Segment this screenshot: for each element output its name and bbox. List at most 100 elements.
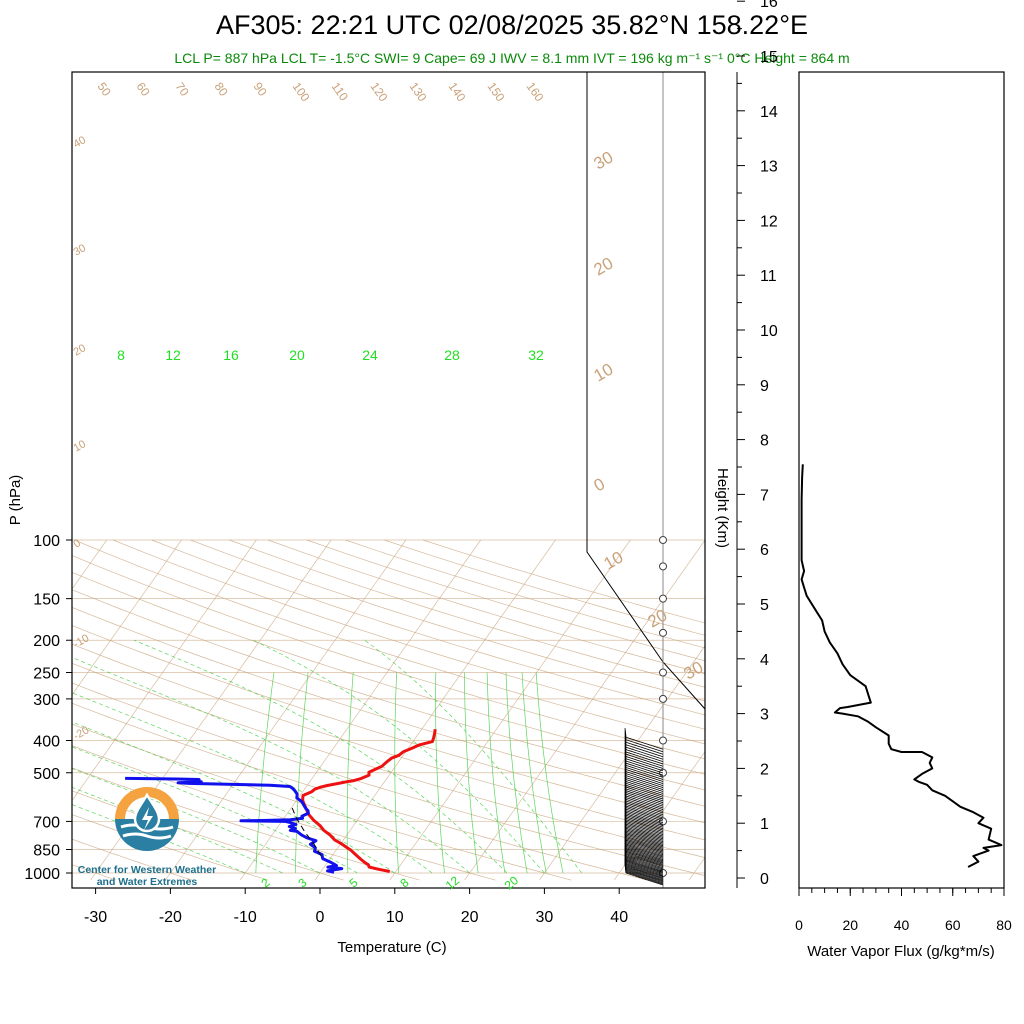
wind-barb bbox=[625, 760, 664, 774]
wind-barb bbox=[625, 816, 664, 830]
dry-adiabat-line bbox=[72, 702, 648, 881]
wind-barb bbox=[625, 779, 664, 792]
dry-adiabat-line bbox=[72, 571, 705, 775]
wind-barb bbox=[625, 762, 664, 776]
flux-x-tick-label: 20 bbox=[842, 917, 858, 933]
wind-barb bbox=[625, 739, 664, 753]
wind-barb bbox=[625, 749, 664, 762]
y-tick-label: 300 bbox=[33, 692, 60, 709]
y-tick-label: 100 bbox=[33, 533, 60, 550]
wind-calm-circle bbox=[659, 628, 667, 637]
mixing-ratio-label: 20 bbox=[289, 347, 305, 363]
flux-x-axis-title: Water Vapor Flux (g/kg*m/s) bbox=[807, 943, 995, 960]
wind-barb-flag bbox=[624, 728, 627, 738]
dry-adiabat-line bbox=[112, 539, 705, 730]
isotherm-label: 30 bbox=[72, 242, 89, 259]
height-tick-label: 0 bbox=[760, 871, 769, 888]
wind-barb bbox=[625, 868, 664, 882]
x-tick-label: 20 bbox=[461, 909, 479, 926]
series-parcel bbox=[290, 804, 322, 856]
isotherm-label: 30 bbox=[681, 658, 707, 684]
isotherm-line bbox=[464, 539, 705, 881]
y-tick-label: 1000 bbox=[24, 866, 60, 883]
mixing-ratio-line bbox=[535, 672, 564, 874]
dry-adiabat-line bbox=[74, 539, 705, 745]
wind-barb bbox=[625, 863, 664, 876]
dry-adiabat-label: 50 bbox=[95, 80, 114, 99]
wind-barb bbox=[625, 753, 664, 767]
wind-barb bbox=[625, 813, 664, 827]
wind-barb bbox=[625, 800, 664, 814]
wind-barb bbox=[625, 849, 664, 863]
height-tick-label: 6 bbox=[760, 542, 769, 559]
moist-adiabat-line bbox=[364, 639, 583, 874]
y-tick-label: 250 bbox=[33, 666, 60, 683]
wind-barb bbox=[625, 869, 664, 883]
wind-barb bbox=[625, 822, 664, 836]
wind-barb bbox=[625, 797, 664, 811]
mixing-ratio-line bbox=[464, 672, 479, 874]
wind-barb bbox=[625, 861, 664, 874]
y-tick-label: 700 bbox=[33, 814, 60, 831]
height-tick-label: 4 bbox=[760, 652, 769, 669]
wind-barb bbox=[625, 848, 664, 862]
moist-adiabat-line bbox=[72, 786, 283, 874]
moist-adiabat-line bbox=[133, 639, 508, 874]
mixing-ratio-line bbox=[521, 672, 547, 874]
x-tick-label: -10 bbox=[234, 909, 257, 926]
mixing-ratio-label: 8 bbox=[117, 347, 125, 363]
mixing-ratio-line bbox=[394, 672, 399, 874]
mixing-ratio-line bbox=[505, 672, 528, 874]
wind-barb bbox=[625, 844, 664, 858]
flux-profile bbox=[800, 464, 1003, 868]
dry-adiabat-label: 60 bbox=[134, 80, 153, 99]
series-water-vapor-flux bbox=[800, 464, 1003, 868]
wind-barb bbox=[625, 831, 664, 845]
isotherm-line bbox=[389, 539, 631, 881]
wind-calm-circle bbox=[659, 736, 667, 745]
wind-barb bbox=[625, 847, 664, 860]
height-tick-label: 16 bbox=[760, 0, 778, 11]
dry-adiabat-line bbox=[151, 539, 705, 716]
wind-barb bbox=[625, 741, 664, 755]
wind-barb bbox=[625, 817, 664, 831]
wind-barb bbox=[625, 758, 664, 772]
wind-barb bbox=[625, 814, 664, 828]
wind-barb bbox=[625, 764, 664, 778]
wind-barb bbox=[625, 858, 664, 872]
height-tick-label: 15 bbox=[760, 49, 778, 66]
moist-adiabat-line bbox=[72, 692, 433, 874]
mixing-ratio-label: 24 bbox=[362, 347, 378, 363]
wind-barb bbox=[625, 788, 664, 802]
wind-barb bbox=[625, 819, 664, 833]
x-tick-label: -30 bbox=[84, 909, 107, 926]
dry-adiabat-line bbox=[72, 814, 268, 881]
wind-barb bbox=[625, 853, 664, 866]
wind-barb bbox=[625, 862, 664, 875]
moist-adiabat-line bbox=[72, 721, 395, 874]
dry-adiabat-label: 140 bbox=[446, 80, 469, 105]
wind-barb bbox=[625, 835, 664, 849]
skewt-frame bbox=[71, 71, 706, 889]
x-axis-title: Temperature (C) bbox=[337, 939, 446, 956]
dry-adiabat-line bbox=[422, 539, 705, 624]
wind-barb bbox=[625, 846, 664, 859]
isotherm-line bbox=[72, 539, 257, 802]
y-tick-label: 200 bbox=[33, 633, 60, 650]
wind-barb bbox=[625, 855, 664, 869]
isotherm-label: 20 bbox=[591, 254, 617, 280]
isotherm-label: 10 bbox=[72, 438, 89, 455]
flux-x-tick-label: 0 bbox=[795, 917, 803, 933]
wind-barb bbox=[625, 781, 664, 794]
dry-adiabat-line bbox=[229, 539, 705, 688]
wind-calm-circle bbox=[659, 668, 667, 677]
wind-barb bbox=[625, 795, 664, 809]
wind-barb bbox=[625, 808, 664, 822]
dry-adiabat-line bbox=[72, 607, 705, 807]
isotherm-line bbox=[0, 540, 32, 880]
wind-barb bbox=[625, 827, 664, 841]
isotherm-label: 30 bbox=[591, 148, 617, 174]
wind-barb bbox=[625, 842, 664, 856]
wind-barb bbox=[625, 854, 664, 868]
